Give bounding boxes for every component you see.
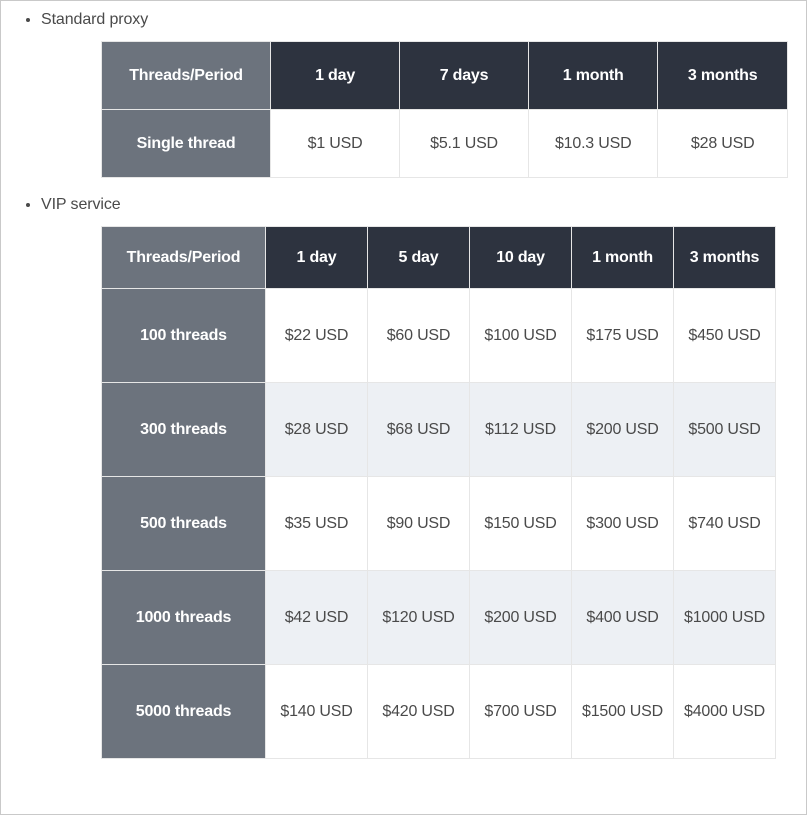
vip-table-wrap: Threads/Period 1 day 5 day 10 day 1 mont… <box>101 226 788 759</box>
table-cell: $700 USD <box>470 665 572 759</box>
table-row: 100 threads $22 USD $60 USD $100 USD $17… <box>102 289 776 383</box>
table-cell: $400 USD <box>572 571 674 665</box>
table-row: 1000 threads $42 USD $120 USD $200 USD $… <box>102 571 776 665</box>
table-row-label: 1000 threads <box>102 571 266 665</box>
table-cell: $420 USD <box>368 665 470 759</box>
table-cell: $100 USD <box>470 289 572 383</box>
pricing-sections: Standard proxy Threads/Period 1 day 7 da… <box>19 11 788 759</box>
table-cell: $68 USD <box>368 383 470 477</box>
table-header-row: Threads/Period 1 day 5 day 10 day 1 mont… <box>102 227 776 289</box>
table-cell: $28 USD <box>658 110 788 178</box>
table-cell: $500 USD <box>674 383 776 477</box>
table-cell: $42 USD <box>266 571 368 665</box>
table-cell: $112 USD <box>470 383 572 477</box>
table-cell: $140 USD <box>266 665 368 759</box>
table-cell: $200 USD <box>470 571 572 665</box>
table-row: 300 threads $28 USD $68 USD $112 USD $20… <box>102 383 776 477</box>
table-cell: $450 USD <box>674 289 776 383</box>
table-cell: $28 USD <box>266 383 368 477</box>
table-row-label: 5000 threads <box>102 665 266 759</box>
table-corner-header: Threads/Period <box>102 42 271 110</box>
table-cell: $740 USD <box>674 477 776 571</box>
table-cell: $200 USD <box>572 383 674 477</box>
table-cell: $300 USD <box>572 477 674 571</box>
table-corner-header: Threads/Period <box>102 227 266 289</box>
table-cell: $1500 USD <box>572 665 674 759</box>
section-vip-service: VIP service Threads/Period 1 day 5 day 1… <box>41 196 788 759</box>
table-row-label: 500 threads <box>102 477 266 571</box>
table-period-header: 1 month <box>529 42 658 110</box>
table-row: Single thread $1 USD $5.1 USD $10.3 USD … <box>102 110 788 178</box>
standard-table-wrap: Threads/Period 1 day 7 days 1 month 3 mo… <box>101 41 788 178</box>
table-period-header: 5 day <box>368 227 470 289</box>
table-cell: $5.1 USD <box>400 110 529 178</box>
table-period-header: 10 day <box>470 227 572 289</box>
table-row: 5000 threads $140 USD $420 USD $700 USD … <box>102 665 776 759</box>
table-period-header: 1 day <box>271 42 400 110</box>
table-cell: $60 USD <box>368 289 470 383</box>
table-row-label: 300 threads <box>102 383 266 477</box>
table-row-label: 100 threads <box>102 289 266 383</box>
table-cell: $35 USD <box>266 477 368 571</box>
table-cell: $150 USD <box>470 477 572 571</box>
table-period-header: 3 months <box>658 42 788 110</box>
table-cell: $90 USD <box>368 477 470 571</box>
standard-pricing-table: Threads/Period 1 day 7 days 1 month 3 mo… <box>101 41 788 178</box>
table-cell: $22 USD <box>266 289 368 383</box>
table-period-header: 3 months <box>674 227 776 289</box>
table-cell: $4000 USD <box>674 665 776 759</box>
table-cell: $1 USD <box>271 110 400 178</box>
table-period-header: 1 day <box>266 227 368 289</box>
section-standard-proxy: Standard proxy Threads/Period 1 day 7 da… <box>41 11 788 178</box>
table-cell: $1000 USD <box>674 571 776 665</box>
table-cell: $120 USD <box>368 571 470 665</box>
table-header-row: Threads/Period 1 day 7 days 1 month 3 mo… <box>102 42 788 110</box>
table-row: 500 threads $35 USD $90 USD $150 USD $30… <box>102 477 776 571</box>
vip-pricing-table: Threads/Period 1 day 5 day 10 day 1 mont… <box>101 226 776 759</box>
table-cell: $175 USD <box>572 289 674 383</box>
table-cell: $10.3 USD <box>529 110 658 178</box>
section-label: Standard proxy <box>41 11 148 28</box>
table-period-header: 7 days <box>400 42 529 110</box>
table-row-label: Single thread <box>102 110 271 178</box>
section-label: VIP service <box>41 196 121 213</box>
table-period-header: 1 month <box>572 227 674 289</box>
